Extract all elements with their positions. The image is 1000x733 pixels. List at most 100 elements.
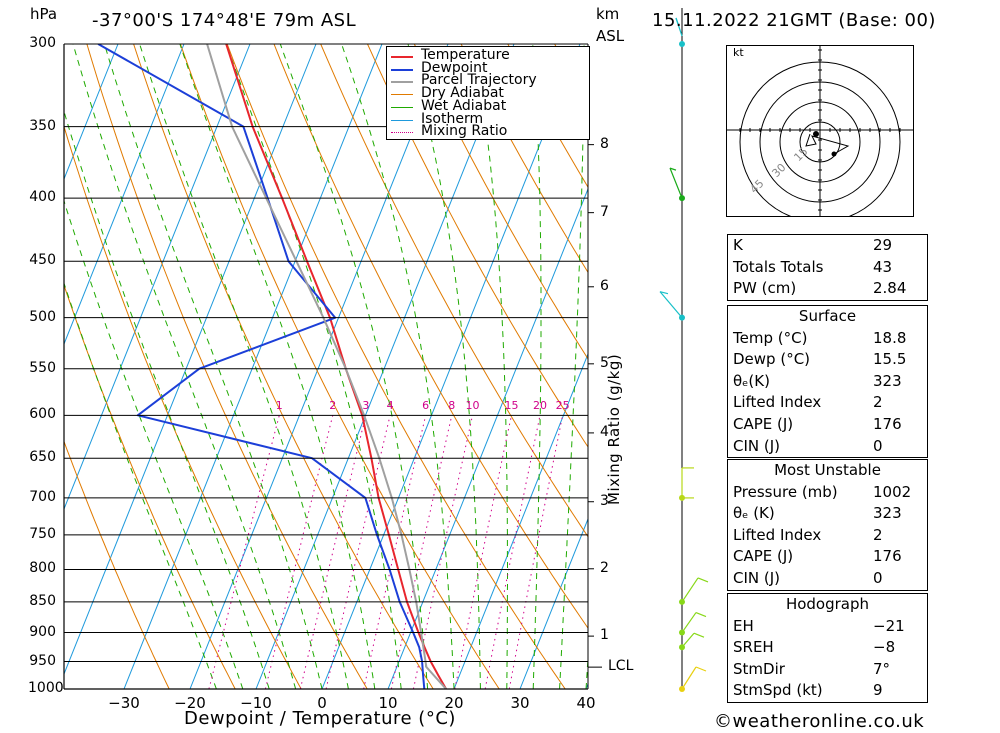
pressure-tick-label: 550: [29, 359, 56, 376]
isotherm-line: [453, 352, 588, 689]
wind-barb: [675, 17, 679, 25]
index-value: 176: [873, 414, 902, 433]
index-label: K: [733, 236, 743, 254]
datetime-title: 15.11.2022 21GMT (Base: 00): [652, 10, 936, 31]
hodograph-trace: [805, 133, 850, 155]
wind-level-dot: [679, 41, 685, 47]
pressure-unit-label: hPa: [30, 5, 58, 23]
km-tick-label: 2: [600, 559, 609, 576]
dry-adiabat-line: [460, 44, 588, 274]
table-row: Pressure (mb) 1002: [728, 482, 927, 504]
dry-adiabat-line: [320, 44, 588, 538]
temperature-tick-label: −20: [174, 694, 206, 712]
wind-barb: [659, 291, 683, 319]
index-label: Totals Totals: [733, 257, 824, 276]
table-row: θₑ (K) 323: [728, 503, 927, 525]
table-row: Temp (°C) 18.8: [728, 328, 927, 350]
table-row: Totals Totals 43: [728, 257, 927, 279]
dry-adiabat-line: [133, 44, 434, 689]
temperature-tick-label: 10: [378, 694, 398, 712]
wind-barb: [681, 666, 697, 690]
index-label: θₑ (K): [733, 504, 775, 523]
wind-barb: [697, 577, 709, 583]
index-value: 323: [873, 504, 902, 523]
mixing-ratio-line: [363, 415, 427, 689]
dry-adiabat-line: [413, 44, 588, 360]
table-row: StmDir 7°: [728, 659, 927, 681]
most-unstable-table: Most Unstable Pressure (mb) 1002 θₑ (K) 323 L…: [727, 459, 928, 591]
mixing-ratio-tick-label: 25: [555, 399, 570, 413]
index-label: StmSpd (kt): [733, 681, 823, 700]
mixing-ratio-tick-label: 6: [422, 399, 430, 413]
pressure-tick-label: 650: [29, 449, 56, 466]
legend-swatch: [391, 81, 413, 84]
km-tick-label: 4: [600, 423, 609, 440]
mixing-ratio-line: [299, 415, 367, 689]
wind-barb: [695, 666, 707, 672]
table-title: Hodograph: [785, 595, 870, 613]
wind-barb: [693, 632, 705, 638]
index-value: 0: [873, 568, 883, 587]
pressure-tick-label: 600: [29, 406, 56, 423]
x-axis-label: Dewpoint / Temperature (°C): [184, 708, 456, 729]
index-value: 0: [873, 436, 883, 455]
mixing-ratio-tick-label: 1: [275, 399, 283, 413]
mixing-ratio-tick-label: 4: [386, 399, 394, 413]
wind-barb: [695, 611, 707, 618]
index-label: Pressure (mb): [733, 482, 838, 501]
index-value: 1002: [873, 482, 912, 501]
wet-adiabat-line: [532, 44, 542, 689]
temperature-tick-label: −10: [240, 694, 272, 712]
pressure-tick-label: 850: [29, 592, 56, 609]
index-label: Dewp (°C): [733, 350, 811, 369]
legend-swatch: [391, 119, 413, 121]
general-indices-table: K 29 Totals Totals 43 PW (cm) 2.84: [727, 234, 928, 301]
isotherm-line: [321, 44, 581, 689]
index-value: 29: [873, 236, 893, 254]
index-value: 9: [873, 681, 883, 700]
wind-barb: [681, 632, 695, 648]
index-label: Temp (°C): [733, 328, 808, 347]
index-value: 43: [873, 257, 893, 276]
table-row: StmSpd (kt) 9: [728, 680, 927, 702]
table-row: K 29: [728, 235, 927, 257]
table-title: Most Unstable: [774, 461, 881, 479]
pressure-tick-label: 350: [29, 117, 56, 134]
isotherm-line: [64, 44, 185, 346]
mixing-ratio-line: [264, 415, 334, 689]
legend-swatch: [391, 106, 413, 108]
index-label: PW (cm): [733, 279, 797, 298]
isotherm-line: [519, 517, 588, 689]
km-tick-label: 3: [600, 492, 609, 509]
index-label: CAPE (J): [733, 414, 794, 433]
wind-barb: [681, 577, 699, 603]
chart-legend: Temperature Dewpoint Parcel Trajectory Dry …: [386, 46, 590, 140]
legend-swatch: [391, 68, 413, 71]
hodograph-marker: [813, 131, 819, 137]
mixing-ratio-tick-label: 2: [329, 399, 337, 413]
legend-label: Mixing Ratio: [421, 123, 508, 140]
table-row: Lifted Index 2: [728, 525, 927, 547]
temperature-tick-label: 0: [317, 694, 327, 712]
pressure-tick-label: 500: [29, 308, 56, 325]
legend-swatch: [391, 94, 413, 96]
table-row: SREH −8: [728, 637, 927, 659]
hodograph-unit-label: kt: [733, 46, 744, 59]
table-row: EH −21: [728, 616, 927, 638]
pressure-tick-label: 400: [29, 189, 56, 206]
dry-adiabat-line: [976, 44, 1000, 689]
height-unit-label: km: [596, 5, 620, 23]
legend-label: Dewpoint: [421, 59, 488, 76]
table-row: CIN (J) 0: [728, 436, 927, 458]
copyright-text: ©weatheronline.co.uk: [714, 711, 925, 732]
index-value: 176: [873, 547, 902, 566]
mixing-ratio-tick-label: 15: [504, 399, 519, 413]
height-ref-label: ASL: [596, 27, 625, 45]
index-label: CAPE (J): [733, 547, 794, 566]
wet-adiabat-line: [72, 44, 297, 689]
isotherm-line: [255, 44, 515, 689]
hodograph-panel: kt 15 30 45: [726, 45, 914, 217]
wind-barb: [669, 167, 683, 199]
pressure-tick-label: 900: [29, 623, 56, 640]
